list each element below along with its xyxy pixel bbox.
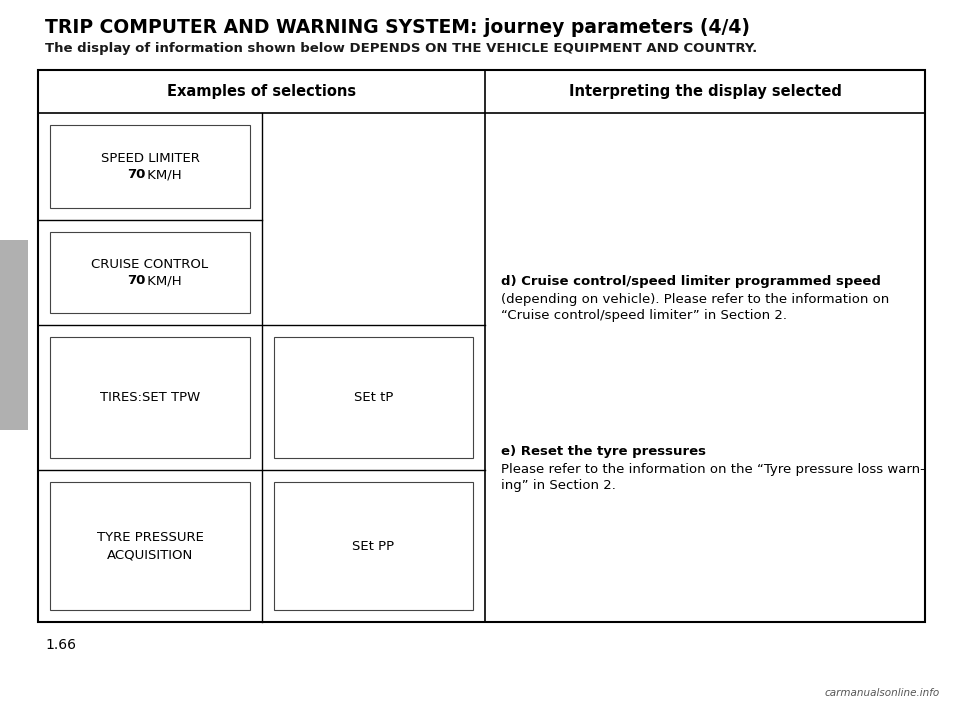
Text: Interpreting the display selected: Interpreting the display selected [568,84,841,99]
Text: Please refer to the information on the “Tyre pressure loss warn-: Please refer to the information on the “… [501,463,924,476]
Text: SEt tP: SEt tP [354,391,394,404]
Bar [50,125,250,208]
Text: e) Reset the tyre pressures: e) Reset the tyre pressures [501,445,706,458]
Text: KM/H: KM/H [143,168,181,182]
Text: 70: 70 [127,275,145,288]
Text: TRIP COMPUTER AND WARNING SYSTEM: journey parameters (4/4): TRIP COMPUTER AND WARNING SYSTEM: journe… [45,18,750,37]
Text: CRUISE CONTROL: CRUISE CONTROL [91,258,208,271]
Bar [274,482,473,610]
Text: (depending on vehicle). Please refer to the information on: (depending on vehicle). Please refer to … [501,293,889,306]
Text: The display of information shown below DEPENDS ON THE VEHICLE EQUIPMENT AND COUN: The display of information shown below D… [45,42,757,55]
Text: “Cruise control/speed limiter” in Section 2.: “Cruise control/speed limiter” in Sectio… [501,309,787,322]
Text: TIRES:SET TPW: TIRES:SET TPW [100,391,200,404]
Text: 1.66: 1.66 [45,638,76,652]
Text: KM/H: KM/H [143,275,181,288]
Text: carmanualsonline.info: carmanualsonline.info [825,688,940,698]
Bar [50,337,250,458]
Text: ACQUISITION: ACQUISITION [107,548,193,561]
Text: TYRE PRESSURE: TYRE PRESSURE [97,531,204,544]
Bar [50,482,250,610]
Text: d) Cruise control/speed limiter programmed speed: d) Cruise control/speed limiter programm… [501,275,881,288]
Bar [0,240,28,430]
Text: 70: 70 [127,168,145,182]
Text: SEt PP: SEt PP [352,540,395,552]
Text: ing” in Section 2.: ing” in Section 2. [501,479,616,492]
Bar [274,337,473,458]
Bar [38,70,925,622]
Text: SPEED LIMITER: SPEED LIMITER [101,151,200,165]
Bar [50,232,250,313]
Text: Examples of selections: Examples of selections [167,84,356,99]
